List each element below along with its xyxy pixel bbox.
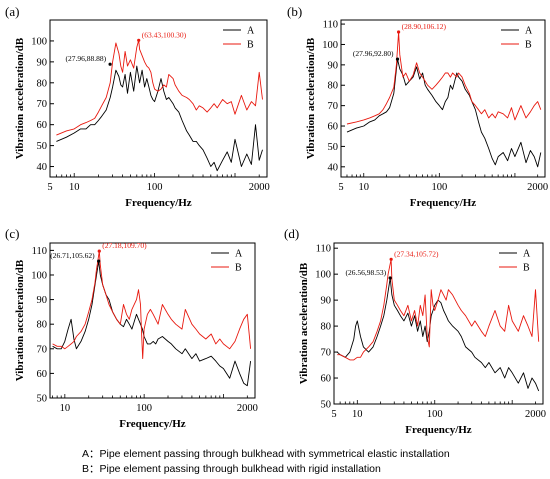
series-line-B	[346, 31, 542, 125]
peak-marker-B	[396, 30, 401, 34]
legend-label-A: A	[247, 26, 255, 37]
y-tick-label: 60	[321, 374, 332, 385]
legend-label-B: B	[525, 40, 532, 51]
x-tick-label: 2000	[237, 403, 258, 414]
y-axis-label: Vibration acceleration/dB	[14, 259, 26, 381]
x-tick-label: 100	[427, 409, 443, 420]
y-tick-label: 60	[37, 120, 48, 131]
legend-label-A: A	[523, 249, 531, 260]
peak-marker-B	[137, 38, 141, 42]
legend-label-A: A	[525, 26, 533, 37]
chart-panel-3: (c) 50 60 70 80 90 100 110 10 100 2000 Frequency/Hz…	[5, 226, 258, 430]
y-tick-label: 50	[37, 141, 48, 152]
y-tick-label: 50	[321, 400, 332, 411]
caption-b: B：Pipe element passing through bulkhead …	[82, 463, 381, 475]
y-tick-label: 80	[37, 78, 48, 89]
legend-label-B: B	[247, 40, 254, 51]
series-line-B	[337, 258, 540, 361]
y-tick-label: 60	[328, 122, 339, 133]
y-tick-label: 40	[328, 162, 339, 173]
x-tick-label: 10	[60, 403, 71, 414]
peak-label-A: (27.96,88.88)	[65, 54, 106, 63]
peak-marker-B	[97, 249, 101, 253]
peak-label-B: (27.34,105.72)	[394, 249, 439, 258]
y-tick-label: 100	[31, 36, 47, 47]
y-tick-label: 50	[37, 394, 48, 405]
y-tick-label: 70	[37, 99, 48, 110]
y-tick-label: 110	[323, 20, 338, 31]
x-tick-label: 5	[47, 182, 52, 193]
y-tick-label: 110	[32, 246, 47, 257]
peak-marker-A	[395, 57, 400, 61]
peak-label-B: (27.18,109.70)	[102, 241, 147, 250]
x-tick-label: 100	[147, 182, 163, 193]
x-axis-label: Frequency/Hz	[405, 424, 472, 436]
x-tick-label: 10	[359, 182, 370, 193]
chart-panel-1: (a) 40 50 60 70 80 90 100 5 10 100 2000 Frequency/Hz…	[5, 4, 270, 209]
x-tick-label: 10	[352, 409, 363, 420]
series-line-A	[52, 260, 252, 387]
y-tick-label: 90	[37, 295, 48, 306]
x-axis-label: Frequency/Hz	[119, 418, 186, 430]
x-tick-label: 10	[69, 182, 80, 193]
series-line-A	[56, 65, 263, 172]
peak-marker-B	[389, 257, 393, 261]
legend-label-B: B	[523, 263, 530, 274]
x-tick-label: 2000	[525, 409, 546, 420]
peak-label-B: (63.43,100.30)	[142, 30, 187, 39]
y-tick-label: 50	[328, 142, 339, 153]
panel-label: (d)	[284, 226, 299, 241]
x-tick-label: 100	[136, 403, 152, 414]
peak-marker-A	[108, 62, 112, 66]
y-tick-label: 100	[31, 270, 47, 281]
legend-label-A: A	[235, 249, 243, 260]
x-axis-label: Frequency/Hz	[410, 197, 477, 209]
y-axis-label: Vibration acceleration/dB	[305, 37, 317, 159]
legend-label-B: B	[235, 263, 242, 274]
series-line-B	[56, 39, 263, 136]
peak-label-A: (26.56,98.53)	[346, 268, 387, 277]
x-tick-label: 5	[338, 182, 343, 193]
x-tick-label: 2000	[249, 182, 270, 193]
y-tick-label: 110	[316, 244, 331, 255]
chart-panel-2: (b) 40 50 60 70 80 90 100 110 5 10 100 2000 Frequency…	[287, 4, 548, 209]
x-tick-label: 5	[331, 409, 336, 420]
plot-frame	[49, 242, 256, 399]
panel-label: (a)	[5, 4, 19, 19]
y-tick-label: 70	[328, 101, 339, 112]
peak-marker-A	[97, 259, 101, 263]
y-tick-label: 70	[37, 344, 48, 355]
y-tick-label: 40	[37, 162, 48, 173]
series-line-A	[346, 58, 542, 168]
plot-frame	[340, 19, 546, 178]
y-tick-label: 90	[328, 60, 339, 71]
peak-label-B: (28.90,106.12)	[402, 22, 447, 31]
x-tick-label: 100	[431, 182, 447, 193]
peak-marker-A	[388, 276, 392, 280]
y-tick-label: 80	[328, 81, 339, 92]
y-axis-label: Vibration acceleration/dB	[14, 37, 26, 159]
series-line-B	[52, 250, 252, 360]
y-tick-label: 90	[321, 296, 332, 307]
y-tick-label: 100	[315, 270, 331, 281]
x-tick-label: 2000	[527, 182, 548, 193]
chart-panel-4: (d) 50 60 70 80 90 100 110 5 10 100 2000 Frequency/H…	[284, 226, 546, 436]
peak-label-A: (26.71,105.62)	[50, 251, 95, 260]
y-tick-label: 80	[37, 320, 48, 331]
y-tick-label: 80	[321, 322, 332, 333]
y-tick-label: 60	[37, 369, 48, 380]
plot-frame	[333, 242, 544, 405]
y-tick-label: 70	[321, 348, 332, 359]
caption-a: A：Pipe element passing through bulkhead …	[82, 448, 450, 460]
y-tick-label: 90	[37, 57, 48, 68]
series-line-A	[336, 277, 540, 392]
y-axis-label: Vibration acceleration/dB	[298, 262, 310, 384]
panel-label: (b)	[287, 4, 302, 19]
x-axis-label: Frequency/Hz	[125, 197, 192, 209]
panel-label: (c)	[5, 226, 19, 241]
peak-label-A: (27.96,92.80)	[353, 49, 394, 58]
y-tick-label: 100	[322, 40, 338, 51]
plot-frame	[49, 19, 268, 178]
